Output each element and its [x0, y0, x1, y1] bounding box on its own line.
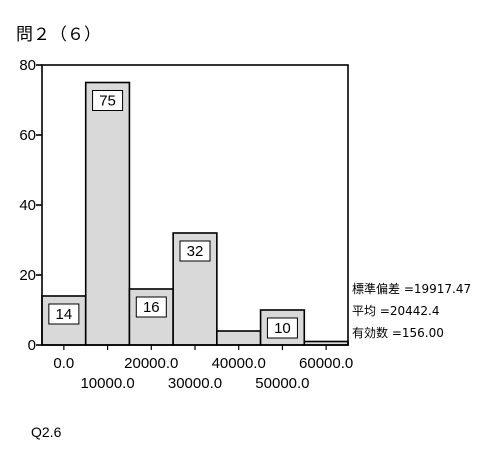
- x-tick-label: 50000.0: [255, 375, 309, 392]
- data-label-group: 32: [179, 240, 211, 262]
- y-tick-label: 60: [19, 127, 36, 144]
- x-tick-label: 60000.0: [299, 355, 353, 372]
- data-label: 16: [143, 299, 160, 316]
- stat-label: 有効数 =156.00: [352, 325, 444, 340]
- data-label: 75: [99, 93, 116, 110]
- data-label: 32: [187, 243, 204, 260]
- y-tick-label: 20: [19, 267, 36, 284]
- data-label-group: 16: [135, 296, 167, 318]
- chart-title: 問２（６）: [16, 25, 101, 45]
- data-label-box: [48, 303, 80, 325]
- data-label-box: [266, 317, 298, 339]
- x-tick-label: 10000.0: [80, 375, 134, 392]
- data-label: 10: [274, 320, 291, 337]
- stat-label: 標準偏差 =19917.47: [352, 281, 471, 296]
- data-label: 14: [56, 306, 73, 323]
- data-label-group: 14: [48, 303, 80, 325]
- stat-label: 平均 =20442.4: [352, 304, 440, 318]
- x-tick-label: 0.0: [53, 355, 74, 372]
- y-tick-label: 40: [19, 197, 36, 214]
- y-tick-label: 80: [19, 57, 36, 74]
- x-tick-label: 20000.0: [124, 355, 178, 372]
- data-label-group: 75: [92, 90, 124, 111]
- data-label-box: [135, 296, 167, 318]
- x-tick-label: 40000.0: [212, 355, 266, 372]
- y-tick-label: 0: [28, 337, 36, 354]
- footer-caption: Q2.6: [31, 424, 62, 440]
- data-label-box: [92, 90, 124, 111]
- data-label-group: 10: [266, 317, 298, 339]
- x-tick-label: 30000.0: [168, 375, 222, 392]
- histogram-bar: [84, 81, 131, 346]
- data-label-box: [179, 240, 211, 262]
- histogram-bar: [216, 330, 262, 346]
